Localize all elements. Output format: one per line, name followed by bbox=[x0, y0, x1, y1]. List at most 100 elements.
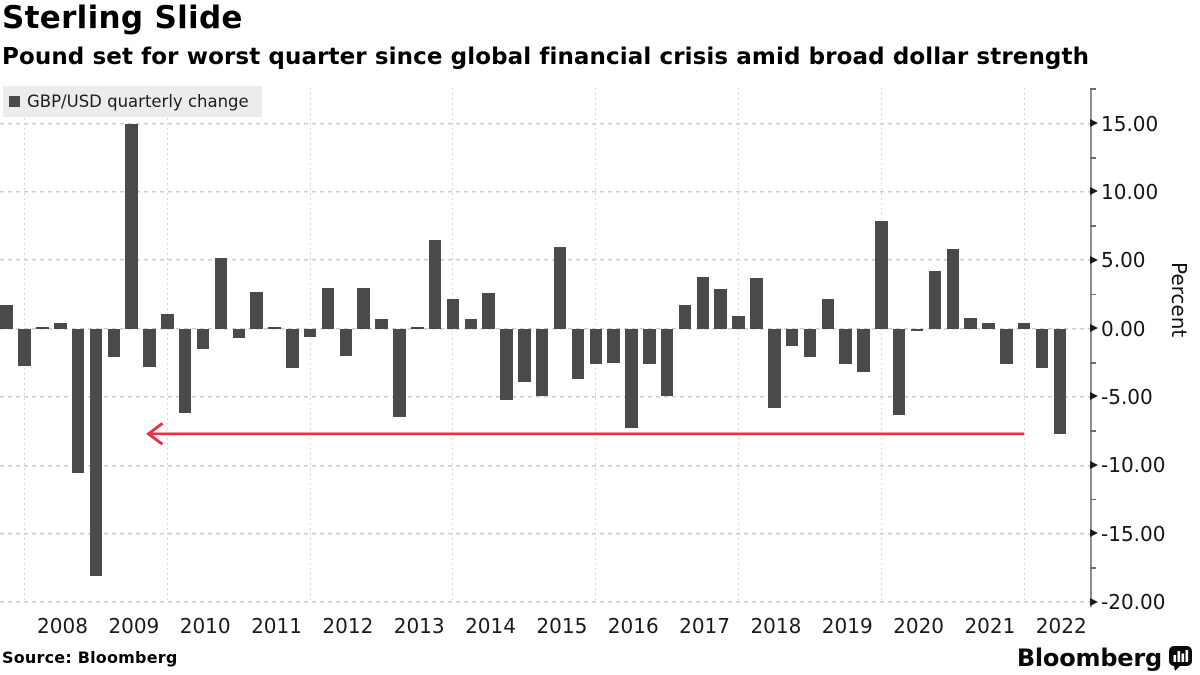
chart-title: Sterling Slide bbox=[2, 0, 243, 36]
y-tick-label: 5.00 bbox=[1101, 248, 1146, 273]
bar-2015-Q2 bbox=[553, 246, 567, 329]
x-year-label-2010: 2010 bbox=[179, 614, 231, 638]
bar-2020-Q4 bbox=[946, 249, 959, 329]
bar-2016-Q1 bbox=[607, 328, 620, 363]
bar-2008-Q4 bbox=[89, 328, 103, 577]
bar-2010-Q4 bbox=[232, 328, 245, 339]
horizontal-gridline bbox=[0, 396, 1091, 399]
bar-2020-Q3 bbox=[928, 271, 942, 329]
bar-2014-Q2 bbox=[482, 293, 495, 329]
y-tick-label: -10.00 bbox=[1101, 453, 1166, 478]
x-year-label-2008: 2008 bbox=[37, 614, 88, 638]
bar-2010-Q2 bbox=[196, 328, 210, 350]
y-tick-label: -20.00 bbox=[1101, 590, 1166, 614]
bar-2014-Q1 bbox=[464, 319, 478, 329]
x-year-label-2012: 2012 bbox=[322, 614, 374, 638]
x-year-label-2022: 2022 bbox=[1035, 614, 1087, 638]
y-tick-arrow-icon bbox=[1090, 324, 1098, 333]
bar-2019-Q4 bbox=[875, 220, 888, 329]
x-year-label-2014: 2014 bbox=[465, 614, 516, 638]
x-year-label-2020: 2020 bbox=[893, 614, 945, 638]
bar-2017-Q2 bbox=[696, 276, 710, 329]
horizontal-gridline bbox=[0, 122, 1091, 125]
bar-2018-Q3 bbox=[785, 328, 799, 347]
bar-2018-Q4 bbox=[803, 328, 817, 358]
legend-label: GBP/USD quarterly change bbox=[27, 92, 249, 111]
bar-2016-Q4 bbox=[660, 328, 674, 396]
bar-2012-Q2 bbox=[339, 328, 353, 356]
bloomberg-logo-icon bbox=[1169, 645, 1192, 671]
bar-2013-Q2 bbox=[411, 327, 424, 329]
bar-2010-Q1 bbox=[178, 328, 192, 414]
bar-2009-Q2 bbox=[125, 123, 138, 329]
bar-2017-Q1 bbox=[678, 305, 692, 329]
bar-2021-Q1 bbox=[964, 317, 977, 329]
bar-2013-Q1 bbox=[393, 328, 406, 418]
vertical-gridline bbox=[737, 88, 740, 602]
y-tick-label: -15.00 bbox=[1101, 521, 1166, 546]
bar-2018-Q1 bbox=[750, 278, 763, 329]
horizontal-gridline bbox=[0, 191, 1091, 194]
y-tick-arrow-icon bbox=[1090, 529, 1098, 538]
source-note: Source: Bloomberg bbox=[2, 648, 178, 667]
y-tick-minor bbox=[1090, 156, 1096, 159]
bar-2020-Q2 bbox=[910, 328, 924, 332]
y-tick-minor bbox=[1090, 566, 1096, 569]
bar-2008-Q1 bbox=[36, 327, 49, 329]
x-year-label-2011: 2011 bbox=[251, 614, 302, 638]
bar-2021-Q4 bbox=[1017, 323, 1031, 329]
y-tick-arrow-icon bbox=[1090, 187, 1098, 196]
y-tick-label: 15.00 bbox=[1101, 111, 1159, 136]
x-year-label-2016: 2016 bbox=[607, 614, 659, 638]
y-tick-minor bbox=[1090, 88, 1096, 91]
bar-2014-Q3 bbox=[500, 328, 513, 400]
bar-2018-Q2 bbox=[768, 328, 781, 408]
y-tick-label: -5.00 bbox=[1101, 384, 1153, 409]
bar-2009-Q1 bbox=[107, 328, 121, 358]
bloomberg-logo: Bloomberg bbox=[1017, 644, 1192, 672]
bar-2017-Q4 bbox=[732, 316, 745, 329]
bar-2022-Q2 bbox=[1053, 328, 1067, 434]
bar-2016-Q2 bbox=[625, 328, 638, 429]
plot-area: GBP/USD quarterly change bbox=[0, 86, 1091, 604]
bar-2015-Q1 bbox=[535, 328, 549, 396]
bar-2022-Q1 bbox=[1035, 328, 1049, 369]
x-year-label-2018: 2018 bbox=[750, 614, 802, 638]
bar-2013-Q4 bbox=[446, 298, 460, 329]
vertical-gridline bbox=[880, 88, 883, 602]
bar-2019-Q1 bbox=[821, 298, 835, 329]
bar-2007-Q3 bbox=[0, 305, 13, 329]
y-tick-minor bbox=[1090, 225, 1096, 227]
vertical-gridline bbox=[309, 88, 312, 602]
y-tick-arrow-icon bbox=[1090, 392, 1098, 401]
bar-2012-Q3 bbox=[357, 287, 370, 329]
bar-2011-Q2 bbox=[268, 327, 281, 329]
bar-2008-Q3 bbox=[71, 328, 85, 474]
bar-2008-Q2 bbox=[54, 323, 67, 329]
bar-2014-Q4 bbox=[518, 328, 531, 382]
y-axis-line bbox=[1090, 88, 1092, 607]
bloomberg-logo-text: Bloomberg bbox=[1016, 644, 1162, 672]
bar-2012-Q1 bbox=[321, 287, 335, 329]
bar-2011-Q4 bbox=[303, 328, 317, 337]
x-year-label-2009: 2009 bbox=[108, 614, 160, 638]
chart-subtitle: Pound set for worst quarter since global… bbox=[2, 44, 1090, 70]
y-tick-arrow-icon bbox=[1090, 119, 1098, 128]
bar-2015-Q4 bbox=[589, 328, 602, 365]
vertical-gridline bbox=[452, 88, 455, 602]
y-tick-label: 0.00 bbox=[1101, 316, 1146, 341]
horizontal-gridline bbox=[0, 464, 1091, 467]
bar-2016-Q3 bbox=[643, 328, 656, 365]
bar-2012-Q4 bbox=[375, 319, 388, 329]
y-tick-arrow-icon bbox=[1090, 460, 1098, 469]
horizontal-gridline bbox=[0, 259, 1091, 262]
bar-2009-Q4 bbox=[161, 313, 174, 329]
x-year-label-2015: 2015 bbox=[536, 614, 588, 638]
bar-2021-Q2 bbox=[982, 323, 995, 329]
bar-2007-Q4 bbox=[18, 328, 31, 366]
bar-2017-Q3 bbox=[714, 288, 727, 329]
y-tick-minor bbox=[1090, 430, 1096, 433]
bar-2021-Q3 bbox=[1000, 328, 1013, 365]
legend: GBP/USD quarterly change bbox=[3, 86, 262, 117]
legend-swatch-icon bbox=[9, 96, 20, 107]
